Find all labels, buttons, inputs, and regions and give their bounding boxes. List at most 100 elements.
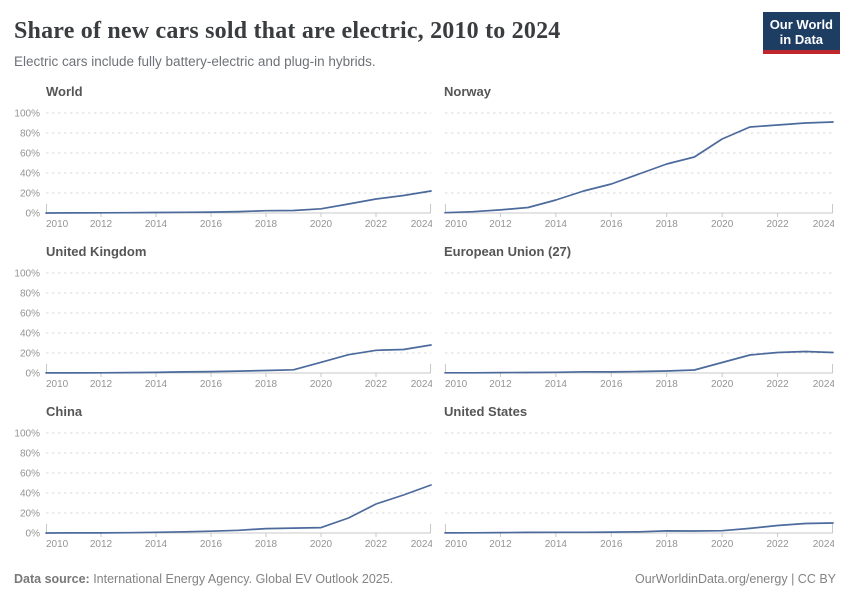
facet-chart-world: 2010 2012 2014 2016 2018 2020 2022 2024 0% 20% 40%…	[14, 109, 432, 231]
x-tick-label: 2012	[90, 219, 113, 230]
y-tick-label: 80%	[20, 449, 40, 460]
x-tick-label: 2012	[90, 539, 113, 550]
x-tick-label: 2024	[411, 379, 432, 390]
x-tick-label: 2020	[711, 379, 734, 390]
x-tick-label: 2016	[600, 539, 623, 550]
y-tick-label: 100%	[14, 269, 40, 280]
x-tick-label: 2018	[656, 219, 679, 230]
data-source-note: Data source: International Energy Agency…	[14, 572, 393, 587]
x-tick-label: 2018	[255, 539, 278, 550]
x-tick-label: 2010	[46, 539, 69, 550]
x-tick-label: 2014	[545, 539, 568, 550]
x-tick-label: 2018	[255, 379, 278, 390]
y-tick-label: 0%	[26, 369, 41, 380]
y-tick-label: 40%	[20, 169, 40, 180]
facet-title: World	[46, 84, 83, 99]
owid-logo-line1: Our World	[769, 17, 833, 32]
facet-world: World 2010 2012 2014 2016 2018 2020 2022 2024 0% 2…	[14, 84, 432, 231]
x-tick-label: 2020	[310, 379, 333, 390]
series-line-united-kingdom	[45, 344, 432, 374]
x-tick-label: 2010	[445, 219, 468, 230]
y-tick-label: 20%	[20, 509, 40, 520]
x-tick-label: 2024	[813, 539, 834, 550]
license-text: | CC BY	[787, 572, 836, 586]
y-tick-label: 0%	[26, 529, 41, 540]
x-tick-label: 2014	[145, 379, 168, 390]
owid-logo[interactable]: Our World in Data	[762, 12, 840, 54]
x-tick-label: 2016	[200, 379, 223, 390]
x-tick-label: 2018	[255, 219, 278, 230]
chart-footer: Data source: International Energy Agency…	[14, 572, 836, 587]
series-line-united-states	[444, 522, 834, 534]
page-subtitle: Electric cars include fully battery-elec…	[14, 54, 376, 69]
x-tick-label: 2022	[365, 379, 388, 390]
y-tick-label: 20%	[20, 349, 40, 360]
x-tick-label: 2022	[766, 219, 789, 230]
y-tick-label: 60%	[20, 309, 40, 320]
x-tick-label: 2024	[411, 219, 432, 230]
y-tick-label: 60%	[20, 469, 40, 480]
y-tick-label: 100%	[14, 429, 40, 440]
x-tick-label: 2024	[411, 539, 432, 550]
facet-chart-european-union-27: 2010 2012 2014 2016 2018 2020 2022 2024	[444, 272, 834, 390]
facet-chart-china: 2010 2012 2014 2016 2018 2020 2022 2024 0% 20% 40%…	[14, 429, 432, 551]
y-tick-label: 60%	[20, 149, 40, 160]
facet-china: China 2010 2012 2014 2016 2018 2020 2022 2024 0% 2…	[14, 404, 432, 551]
facet-united-states: United States 2010 2012 2014 2016 2018 2020 202…	[444, 404, 834, 551]
x-tick-label: 2014	[545, 219, 568, 230]
y-tick-label: 40%	[20, 489, 40, 500]
x-tick-label: 2020	[711, 539, 734, 550]
x-tick-label: 2014	[145, 539, 168, 550]
x-tick-label: 2012	[489, 219, 512, 230]
x-tick-label: 2020	[310, 539, 333, 550]
facet-title: Norway	[444, 84, 491, 99]
series-line-european-union-27	[444, 350, 834, 374]
x-tick-label: 2010	[445, 539, 468, 550]
facet-chart-united-states: 2010 2012 2014 2016 2018 2020 2022 2024	[444, 432, 834, 550]
facet-title: United Kingdom	[46, 244, 147, 259]
page-title: Share of new cars sold that are electric…	[14, 18, 561, 44]
series-line-world	[45, 190, 432, 214]
facet-title: United States	[444, 404, 528, 419]
x-tick-label: 2014	[545, 379, 568, 390]
data-source-text: International Energy Agency. Global EV O…	[89, 572, 394, 586]
x-tick-label: 2012	[90, 379, 113, 390]
x-tick-label: 2016	[200, 219, 223, 230]
x-tick-label: 2022	[365, 539, 388, 550]
facet-chart-united-kingdom: 2010 2012 2014 2016 2018 2020 2022 2024 0% 20% 40%…	[14, 269, 432, 391]
facet-norway: Norway 2010 2012 2014 2016 2018 2020 2022 2024	[444, 84, 834, 231]
x-tick-label: 2010	[46, 379, 69, 390]
y-tick-label: 80%	[20, 289, 40, 300]
facet-title: China	[46, 404, 83, 419]
y-tick-label: 0%	[26, 209, 41, 220]
x-tick-label: 2012	[489, 379, 512, 390]
footer-attribution: OurWorldinData.org/energy | CC BY	[635, 572, 836, 587]
facet-united-kingdom: United Kingdom 2010 2012 2014 2016 2018 2020 20…	[14, 244, 432, 391]
x-tick-label: 2018	[656, 379, 679, 390]
y-tick-label: 40%	[20, 329, 40, 340]
x-tick-label: 2016	[600, 219, 623, 230]
x-tick-label: 2012	[489, 539, 512, 550]
owid-url-link[interactable]: OurWorldinData.org/energy	[634, 572, 788, 586]
y-tick-label: 20%	[20, 189, 40, 200]
x-tick-label: 2020	[711, 219, 734, 230]
x-tick-label: 2018	[656, 539, 679, 550]
y-tick-label: 100%	[14, 109, 40, 120]
x-tick-label: 2010	[445, 379, 468, 390]
data-source-label: Data source:	[14, 572, 90, 586]
facet-chart-norway: 2010 2012 2014 2016 2018 2020 2022 2024	[444, 112, 834, 230]
facet-title: European Union (27)	[444, 244, 572, 259]
series-line-china	[45, 484, 432, 534]
chart-header: Share of new cars sold that are electric…	[0, 0, 850, 70]
owid-logo-line2: in Data	[779, 32, 824, 47]
series-line-norway	[444, 121, 834, 214]
x-tick-label: 2016	[200, 539, 223, 550]
facet-european-union-27: European Union (27) 2010 2012 2014 2016 2018 2…	[444, 244, 834, 391]
x-tick-label: 2024	[813, 219, 834, 230]
x-tick-label: 2016	[600, 379, 623, 390]
x-tick-label: 2010	[46, 219, 69, 230]
x-tick-label: 2020	[310, 219, 333, 230]
facets-grid: World 2010 2012 2014 2016 2018 2020 2022 2024 0% 2…	[0, 84, 850, 564]
x-tick-label: 2022	[766, 379, 789, 390]
